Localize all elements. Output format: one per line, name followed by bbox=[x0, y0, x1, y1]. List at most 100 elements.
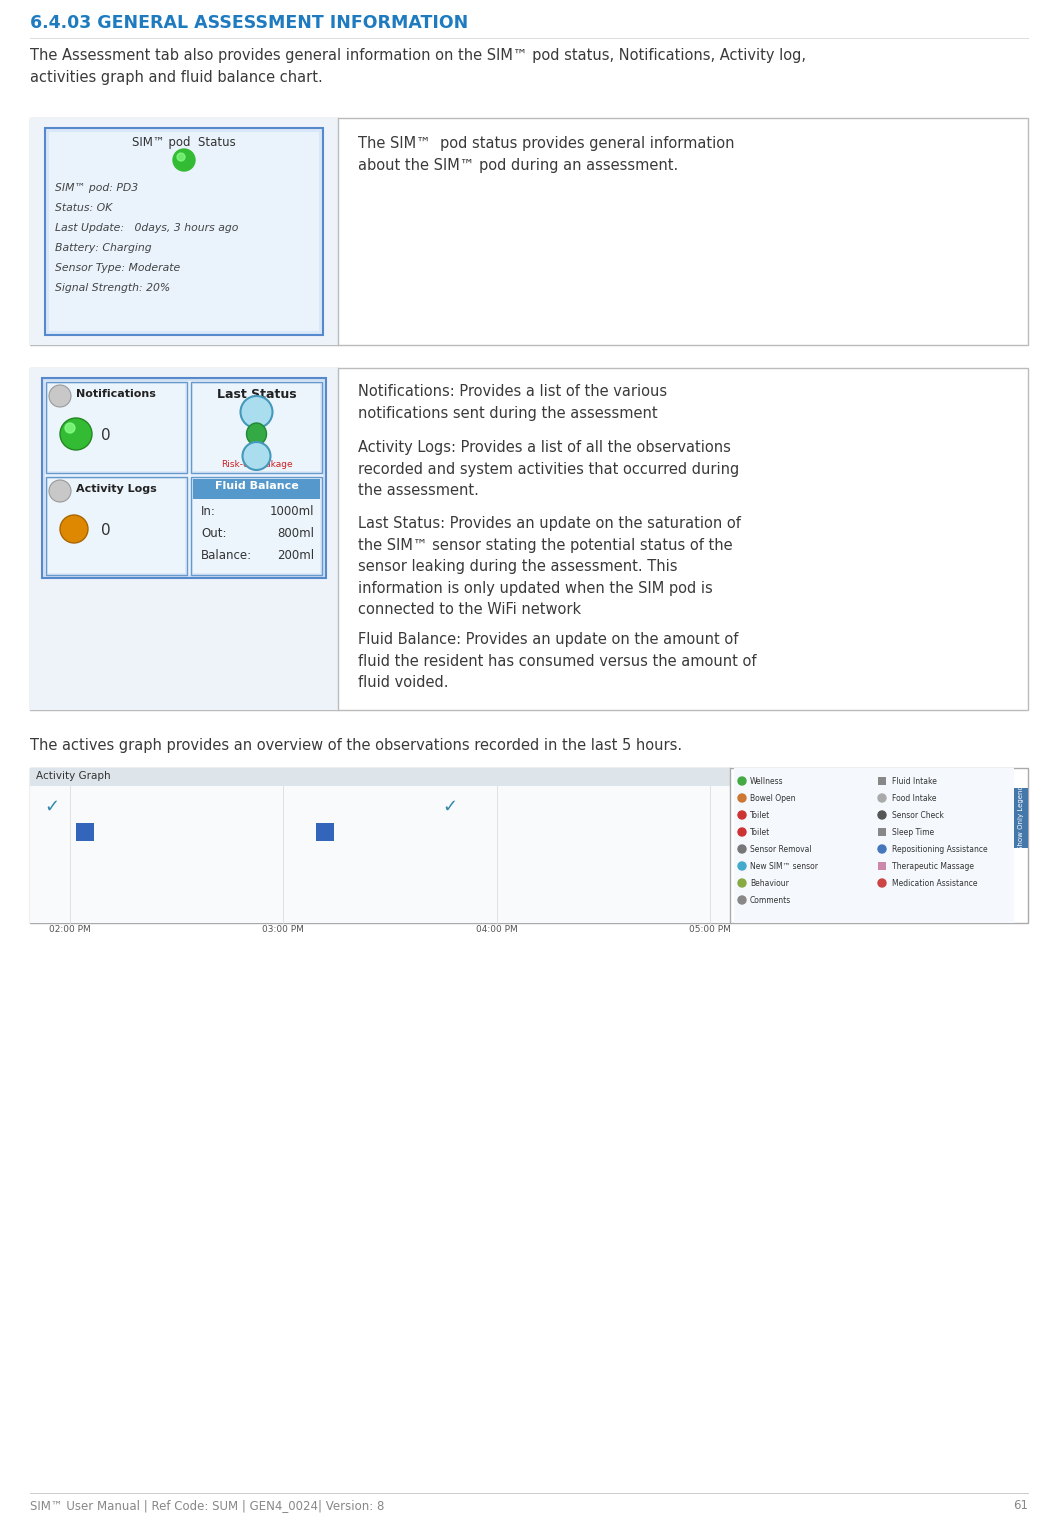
Polygon shape bbox=[48, 479, 185, 573]
Circle shape bbox=[738, 896, 746, 904]
FancyBboxPatch shape bbox=[878, 863, 886, 870]
Text: SIM™ pod  Status: SIM™ pod Status bbox=[132, 136, 236, 150]
Circle shape bbox=[878, 794, 886, 802]
Text: Status: OK: Status: OK bbox=[55, 203, 112, 212]
Text: 2: 2 bbox=[56, 487, 65, 499]
Text: Balance:: Balance: bbox=[201, 550, 252, 562]
Polygon shape bbox=[193, 479, 320, 499]
Text: Show Only Legend: Show Only Legend bbox=[1018, 785, 1024, 851]
Polygon shape bbox=[193, 383, 320, 470]
Polygon shape bbox=[45, 382, 323, 576]
Circle shape bbox=[738, 828, 746, 835]
Text: <: < bbox=[55, 392, 66, 405]
Text: 05:00 PM: 05:00 PM bbox=[689, 925, 731, 935]
Circle shape bbox=[738, 811, 746, 818]
Text: Last Status: Last Status bbox=[217, 388, 296, 402]
Ellipse shape bbox=[60, 515, 88, 544]
Polygon shape bbox=[48, 383, 185, 470]
Text: Sensor Check: Sensor Check bbox=[892, 811, 944, 820]
Text: SIM™ pod: PD3: SIM™ pod: PD3 bbox=[55, 183, 139, 192]
Text: Activity Graph: Activity Graph bbox=[36, 771, 111, 780]
Text: 6.4.03 GENERAL ASSESSMENT INFORMATION: 6.4.03 GENERAL ASSESSMENT INFORMATION bbox=[30, 14, 469, 32]
Circle shape bbox=[738, 863, 746, 870]
Polygon shape bbox=[191, 476, 322, 576]
Circle shape bbox=[878, 880, 886, 887]
Text: New SIM™ sensor: New SIM™ sensor bbox=[750, 863, 818, 870]
Circle shape bbox=[65, 423, 75, 434]
Text: Repositioning Assistance: Repositioning Assistance bbox=[892, 844, 987, 854]
Text: ✓: ✓ bbox=[442, 799, 457, 815]
Text: Battery: Charging: Battery: Charging bbox=[55, 243, 151, 253]
Text: Fluid Balance: Provides an update on the amount of
fluid the resident has consum: Fluid Balance: Provides an update on the… bbox=[358, 632, 756, 690]
Text: 0: 0 bbox=[101, 428, 111, 443]
Text: In:: In: bbox=[201, 505, 216, 518]
Text: 61: 61 bbox=[1013, 1500, 1028, 1512]
Circle shape bbox=[738, 880, 746, 887]
Polygon shape bbox=[45, 476, 187, 576]
Text: ✎: ✎ bbox=[68, 524, 79, 538]
Polygon shape bbox=[42, 379, 326, 579]
Polygon shape bbox=[191, 382, 322, 473]
Circle shape bbox=[174, 150, 195, 171]
FancyBboxPatch shape bbox=[316, 823, 334, 841]
Text: Signal Strength: 20%: Signal Strength: 20% bbox=[55, 282, 170, 293]
Text: Fluid Intake: Fluid Intake bbox=[892, 777, 937, 786]
Polygon shape bbox=[45, 382, 187, 473]
Text: 03:00 PM: 03:00 PM bbox=[262, 925, 305, 935]
Circle shape bbox=[60, 418, 92, 450]
Text: 04:00 PM: 04:00 PM bbox=[476, 925, 517, 935]
Text: Behaviour: Behaviour bbox=[750, 880, 789, 889]
Circle shape bbox=[177, 153, 185, 160]
Text: Comments: Comments bbox=[750, 896, 791, 906]
Circle shape bbox=[49, 385, 71, 408]
Text: Sensor Removal: Sensor Removal bbox=[750, 844, 811, 854]
FancyBboxPatch shape bbox=[76, 823, 94, 841]
Text: The Assessment tab also provides general information on the SIM™ pod status, Not: The Assessment tab also provides general… bbox=[30, 47, 806, 84]
Circle shape bbox=[878, 811, 886, 818]
Polygon shape bbox=[734, 768, 1014, 922]
Text: Notifications: Provides a list of the various
notifications sent during the asse: Notifications: Provides a list of the va… bbox=[358, 383, 668, 420]
Text: Activity Logs: Activity Logs bbox=[76, 484, 157, 495]
Text: 200ml: 200ml bbox=[277, 550, 314, 562]
Circle shape bbox=[738, 777, 746, 785]
FancyBboxPatch shape bbox=[878, 828, 886, 835]
Text: Toilet: Toilet bbox=[750, 811, 770, 820]
Polygon shape bbox=[45, 128, 323, 334]
Polygon shape bbox=[193, 479, 320, 573]
Polygon shape bbox=[30, 768, 730, 922]
Circle shape bbox=[240, 395, 273, 428]
Text: Sensor Type: Moderate: Sensor Type: Moderate bbox=[55, 263, 180, 273]
Polygon shape bbox=[30, 368, 338, 710]
Text: SIM™ User Manual | Ref Code: SUM | GEN4_0024| Version: 8: SIM™ User Manual | Ref Code: SUM | GEN4_… bbox=[30, 1500, 384, 1512]
Text: Out:: Out: bbox=[201, 527, 226, 541]
Text: Wellness: Wellness bbox=[750, 777, 784, 786]
Circle shape bbox=[738, 844, 746, 854]
Text: Bowel Open: Bowel Open bbox=[750, 794, 796, 803]
Circle shape bbox=[49, 479, 71, 502]
Circle shape bbox=[242, 441, 271, 470]
FancyBboxPatch shape bbox=[878, 777, 886, 785]
Polygon shape bbox=[30, 768, 730, 786]
FancyBboxPatch shape bbox=[1014, 788, 1028, 847]
Polygon shape bbox=[49, 131, 320, 331]
Ellipse shape bbox=[247, 423, 267, 444]
Text: Toilet: Toilet bbox=[750, 828, 770, 837]
Text: Last Status: Provides an update on the saturation of
the SIM™ sensor stating the: Last Status: Provides an update on the s… bbox=[358, 516, 741, 617]
Text: Notifications: Notifications bbox=[76, 389, 156, 399]
Text: Risk-of-Leakage: Risk-of-Leakage bbox=[221, 460, 292, 469]
Text: Food Intake: Food Intake bbox=[892, 794, 936, 803]
Text: 1000ml: 1000ml bbox=[270, 505, 314, 518]
Text: 0: 0 bbox=[101, 524, 111, 538]
Circle shape bbox=[738, 794, 746, 802]
Text: Activity Logs: Provides a list of all the observations
recorded and system activ: Activity Logs: Provides a list of all th… bbox=[358, 440, 740, 498]
Text: Medication Assistance: Medication Assistance bbox=[892, 880, 978, 889]
Text: Last Update:   0days, 3 hours ago: Last Update: 0days, 3 hours ago bbox=[55, 223, 238, 234]
Polygon shape bbox=[30, 118, 338, 345]
Text: Therapeutic Massage: Therapeutic Massage bbox=[892, 863, 974, 870]
Text: 02:00 PM: 02:00 PM bbox=[49, 925, 91, 935]
Text: 800ml: 800ml bbox=[277, 527, 314, 541]
Text: ✓: ✓ bbox=[44, 799, 59, 815]
Circle shape bbox=[878, 844, 886, 854]
Text: Fluid Balance: Fluid Balance bbox=[215, 481, 298, 492]
Text: Sleep Time: Sleep Time bbox=[892, 828, 934, 837]
